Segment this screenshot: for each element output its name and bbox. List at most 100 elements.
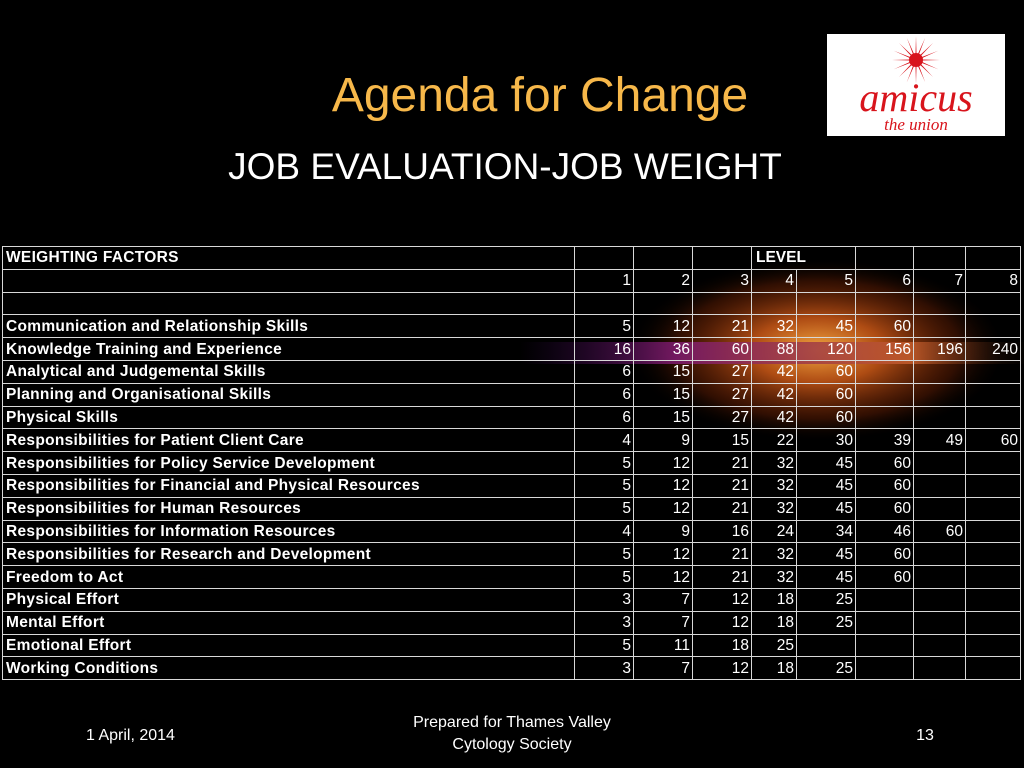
factor-name: Analytical and Judgemental Skills bbox=[2, 359, 575, 384]
weight-value: 32 bbox=[751, 451, 797, 475]
weight-value: 16 bbox=[574, 337, 634, 361]
weight-value bbox=[965, 451, 1021, 475]
weight-value: 5 bbox=[574, 473, 634, 498]
factor-name: Physical Effort bbox=[2, 587, 575, 612]
footer-prepared-for: Prepared for Thames Valley Cytology Soci… bbox=[360, 712, 664, 756]
weight-value: 60 bbox=[796, 382, 856, 407]
weight-value: 42 bbox=[751, 405, 797, 430]
weight-value: 46 bbox=[855, 519, 914, 544]
weight-value bbox=[913, 610, 966, 635]
table-row: Analytical and Judgemental Skills 6 15 27 42… bbox=[2, 359, 1021, 384]
table-row: Communication and Relationship Skills 5 12… bbox=[2, 314, 1021, 339]
factor-name: Communication and Relationship Skills bbox=[2, 314, 575, 339]
weight-value: 9 bbox=[633, 519, 693, 544]
level-number: 5 bbox=[796, 268, 856, 293]
factor-name: Freedom to Act bbox=[2, 565, 575, 589]
weight-value: 5 bbox=[574, 451, 634, 475]
weight-value: 25 bbox=[751, 633, 797, 658]
weight-value: 9 bbox=[633, 428, 693, 453]
weight-value bbox=[965, 473, 1021, 498]
weight-value bbox=[855, 633, 914, 658]
factor-name: Responsibilities for Patient Client Care bbox=[2, 428, 575, 453]
table-row: Mental Effort 3 7 12 18 25 bbox=[2, 610, 1021, 635]
level-number: 3 bbox=[692, 268, 752, 293]
level-number: 2 bbox=[633, 268, 693, 293]
weight-value: 60 bbox=[855, 473, 914, 498]
table-row: Emotional Effort 5 11 18 25 bbox=[2, 633, 1021, 658]
footer-date: 1 April, 2014 bbox=[86, 727, 175, 744]
weight-value bbox=[913, 565, 966, 589]
weight-value: 3 bbox=[574, 656, 634, 681]
table-row: Knowledge Training and Experience 16 36 60 8… bbox=[2, 337, 1021, 361]
weight-value: 32 bbox=[751, 473, 797, 498]
weight-value: 21 bbox=[692, 473, 752, 498]
weight-value: 15 bbox=[633, 359, 693, 384]
weight-value: 12 bbox=[633, 496, 693, 521]
factor-name: Knowledge Training and Experience bbox=[2, 337, 575, 361]
weight-value: 60 bbox=[855, 451, 914, 475]
weighting-factors-header: WEIGHTING FACTORS bbox=[2, 246, 575, 270]
factor-name: Mental Effort bbox=[2, 610, 575, 635]
weight-value: 7 bbox=[633, 656, 693, 681]
starburst-icon bbox=[892, 36, 940, 84]
weight-value bbox=[913, 359, 966, 384]
weight-value bbox=[965, 382, 1021, 407]
level-number: 1 bbox=[574, 268, 634, 293]
weight-value bbox=[855, 382, 914, 407]
weight-value: 12 bbox=[692, 587, 752, 612]
slide-title: Agenda for Change bbox=[331, 69, 749, 122]
weight-value bbox=[965, 359, 1021, 384]
footer-prepared-line2: Cytology Society bbox=[452, 736, 572, 753]
weight-value bbox=[965, 519, 1021, 544]
weight-value: 45 bbox=[796, 496, 856, 521]
weight-value bbox=[913, 314, 966, 339]
weight-value: 60 bbox=[965, 428, 1021, 453]
table-row: Physical Skills 6 15 27 42 60 bbox=[2, 405, 1021, 430]
weight-value: 22 bbox=[751, 428, 797, 453]
factor-name: Physical Skills bbox=[2, 405, 575, 430]
weight-value: 5 bbox=[574, 633, 634, 658]
weight-value: 32 bbox=[751, 496, 797, 521]
weight-value: 5 bbox=[574, 565, 634, 589]
weight-value: 3 bbox=[574, 610, 634, 635]
weight-value bbox=[965, 565, 1021, 589]
weight-value: 12 bbox=[692, 656, 752, 681]
weight-value: 21 bbox=[692, 451, 752, 475]
factor-name: Planning and Organisational Skills bbox=[2, 382, 575, 407]
weight-value: 32 bbox=[751, 542, 797, 567]
weight-value: 12 bbox=[633, 314, 693, 339]
weight-value bbox=[965, 610, 1021, 635]
weight-value bbox=[965, 587, 1021, 612]
weight-value: 24 bbox=[751, 519, 797, 544]
weight-value bbox=[913, 405, 966, 430]
weight-value: 120 bbox=[796, 337, 856, 361]
table-header-row: WEIGHTING FACTORS LEVEL bbox=[2, 246, 1021, 270]
weight-value: 30 bbox=[796, 428, 856, 453]
logo-tagline: the union bbox=[884, 115, 948, 134]
weight-value: 240 bbox=[965, 337, 1021, 361]
weight-value: 25 bbox=[796, 587, 856, 612]
weight-value: 21 bbox=[692, 496, 752, 521]
factor-name: Working Conditions bbox=[2, 656, 575, 681]
weight-value: 156 bbox=[855, 337, 914, 361]
table-row: Working Conditions 3 7 12 18 25 bbox=[2, 656, 1021, 681]
weight-value bbox=[913, 473, 966, 498]
weight-value: 3 bbox=[574, 587, 634, 612]
weight-value: 18 bbox=[751, 656, 797, 681]
weight-value bbox=[913, 633, 966, 658]
weight-value: 18 bbox=[751, 610, 797, 635]
blank-row bbox=[2, 291, 1021, 316]
table-row: Responsibilities for Policy Service Deve… bbox=[2, 451, 1021, 475]
weight-value: 45 bbox=[796, 314, 856, 339]
weight-value: 39 bbox=[855, 428, 914, 453]
table-row: Responsibilities for Patient Client Care… bbox=[2, 428, 1021, 453]
weight-value: 27 bbox=[692, 382, 752, 407]
weight-value bbox=[796, 633, 856, 658]
weight-value: 42 bbox=[751, 359, 797, 384]
weight-value bbox=[913, 451, 966, 475]
factor-name: Responsibilities for Research and Develo… bbox=[2, 542, 575, 567]
weight-value: 60 bbox=[913, 519, 966, 544]
amicus-logo: amicus the union bbox=[827, 34, 1005, 136]
factor-name: Responsibilities for Financial and Physi… bbox=[2, 473, 575, 498]
